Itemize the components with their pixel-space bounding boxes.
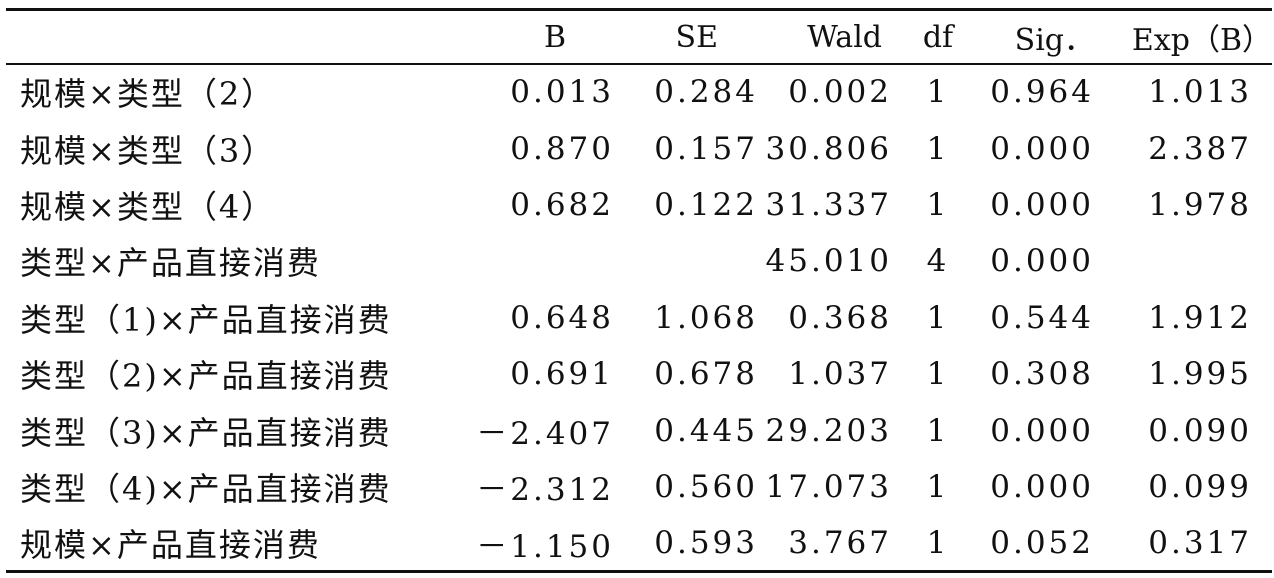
header-b: B (543, 19, 566, 55)
cell-wald: 30.806 (765, 130, 892, 167)
cell-df: 1 (926, 525, 950, 562)
table-row: 类型（4)×产品直接消费 －2.312 0.560 17.073 1 0.000… (6, 459, 1272, 515)
cell-sig: 0.964 (990, 74, 1094, 111)
header-rule (6, 63, 1272, 65)
cell-wald: 17.073 (765, 468, 892, 505)
regression-table: B SE Wald df Sig． Exp（B） 规模×类型（2） 0.013 … (6, 0, 1272, 578)
cell-df: 1 (926, 468, 950, 505)
cell-exp-b: 1.978 (1148, 186, 1252, 223)
table-row: 类型（2)×产品直接消费 0.691 0.678 1.037 1 0.308 1… (6, 346, 1272, 402)
cell-df: 1 (926, 186, 950, 223)
header-wald: Wald (807, 19, 882, 55)
cell-exp-b: 1.995 (1148, 356, 1252, 393)
table-row: 类型（1)×产品直接消费 0.648 1.068 0.368 1 0.544 1… (6, 290, 1272, 346)
cell-wald: 29.203 (765, 412, 892, 449)
cell-wald: 45.010 (765, 243, 892, 280)
cell-se: 0.445 (654, 412, 758, 449)
cell-b: 0.682 (510, 186, 614, 223)
cell-sig: 0.000 (990, 468, 1094, 505)
cell-b: －2.407 (476, 416, 614, 453)
table-row: 规模×产品直接消费 －1.150 0.593 3.767 1 0.052 0.3… (6, 515, 1272, 571)
header-variable (6, 10, 476, 64)
cell-df: 1 (926, 299, 950, 336)
table-row: 类型（3)×产品直接消费 －2.407 0.445 29.203 1 0.000… (6, 402, 1272, 458)
cell-exp-b: 0.099 (1148, 468, 1252, 505)
cell-se: 0.157 (654, 130, 758, 167)
cell-b: 0.013 (510, 74, 614, 111)
cell-b: －1.150 (476, 528, 614, 565)
row-label: 规模×类型（2） (20, 75, 276, 114)
cell-sig: 0.000 (990, 412, 1094, 449)
cell-df: 1 (926, 130, 950, 167)
cell-b: 0.691 (510, 356, 614, 393)
cell-df: 1 (926, 412, 950, 449)
cell-exp-b: 1.013 (1148, 74, 1252, 111)
coefficients-table: B SE Wald df Sig． Exp（B） 规模×类型（2） 0.013 … (6, 10, 1272, 572)
cell-exp-b: 2.387 (1148, 130, 1252, 167)
row-label: 类型（2)×产品直接消费 (20, 357, 392, 396)
cell-wald: 0.002 (788, 74, 892, 111)
cell-se: 0.593 (654, 525, 758, 562)
cell-se: 0.678 (654, 356, 758, 393)
header-sig: Sig． (1014, 23, 1094, 58)
cell-wald: 0.368 (788, 299, 892, 336)
cell-df: 4 (926, 243, 950, 280)
row-label: 类型（1)×产品直接消费 (20, 300, 392, 339)
cell-se: 0.122 (654, 186, 758, 223)
cell-wald: 1.037 (788, 356, 892, 393)
header-df: df (922, 19, 954, 55)
cell-df: 1 (926, 356, 950, 393)
cell-exp-b (1114, 233, 1272, 289)
cell-se: 0.560 (654, 468, 758, 505)
cell-wald: 3.767 (788, 525, 892, 562)
cell-sig: 0.000 (990, 243, 1094, 280)
cell-exp-b: 0.090 (1148, 412, 1252, 449)
cell-df: 1 (926, 74, 950, 111)
top-rule (6, 8, 1272, 11)
header-row: B SE Wald df Sig． Exp（B） (6, 10, 1272, 64)
cell-wald: 31.337 (765, 186, 892, 223)
row-label: 类型（3)×产品直接消费 (20, 413, 392, 452)
cell-exp-b: 1.912 (1148, 299, 1252, 336)
table-row: 类型×产品直接消费 45.010 4 0.000 (6, 233, 1272, 289)
header-exp-b: Exp（B） (1131, 23, 1272, 58)
cell-sig: 0.000 (990, 130, 1094, 167)
cell-se: 1.068 (654, 299, 758, 336)
header-se: SE (675, 19, 718, 55)
table-row: 规模×类型（4） 0.682 0.122 31.337 1 0.000 1.97… (6, 177, 1272, 233)
row-label: 规模×类型（4） (20, 187, 276, 226)
cell-sig: 0.308 (990, 356, 1094, 393)
cell-sig: 0.052 (990, 525, 1094, 562)
cell-b: 0.648 (510, 299, 614, 336)
cell-exp-b: 0.317 (1148, 525, 1252, 562)
table-header: B SE Wald df Sig． Exp（B） (6, 10, 1272, 64)
table-row: 规模×类型（2） 0.013 0.284 0.002 1 0.964 1.013 (6, 64, 1272, 120)
cell-se (616, 233, 758, 289)
row-label: 规模×产品直接消费 (20, 526, 321, 565)
table-row: 规模×类型（3） 0.870 0.157 30.806 1 0.000 2.38… (6, 120, 1272, 176)
cell-b (476, 233, 616, 289)
table-body: 规模×类型（2） 0.013 0.284 0.002 1 0.964 1.013… (6, 64, 1272, 572)
cell-se: 0.284 (654, 74, 758, 111)
row-label: 规模×类型（3） (20, 131, 276, 170)
cell-sig: 0.544 (990, 299, 1094, 336)
row-label: 类型（4)×产品直接消费 (20, 469, 392, 508)
row-label: 类型×产品直接消费 (20, 244, 321, 283)
cell-b: －2.312 (476, 472, 614, 509)
bottom-rule (6, 570, 1272, 573)
cell-sig: 0.000 (990, 186, 1094, 223)
cell-b: 0.870 (510, 130, 614, 167)
